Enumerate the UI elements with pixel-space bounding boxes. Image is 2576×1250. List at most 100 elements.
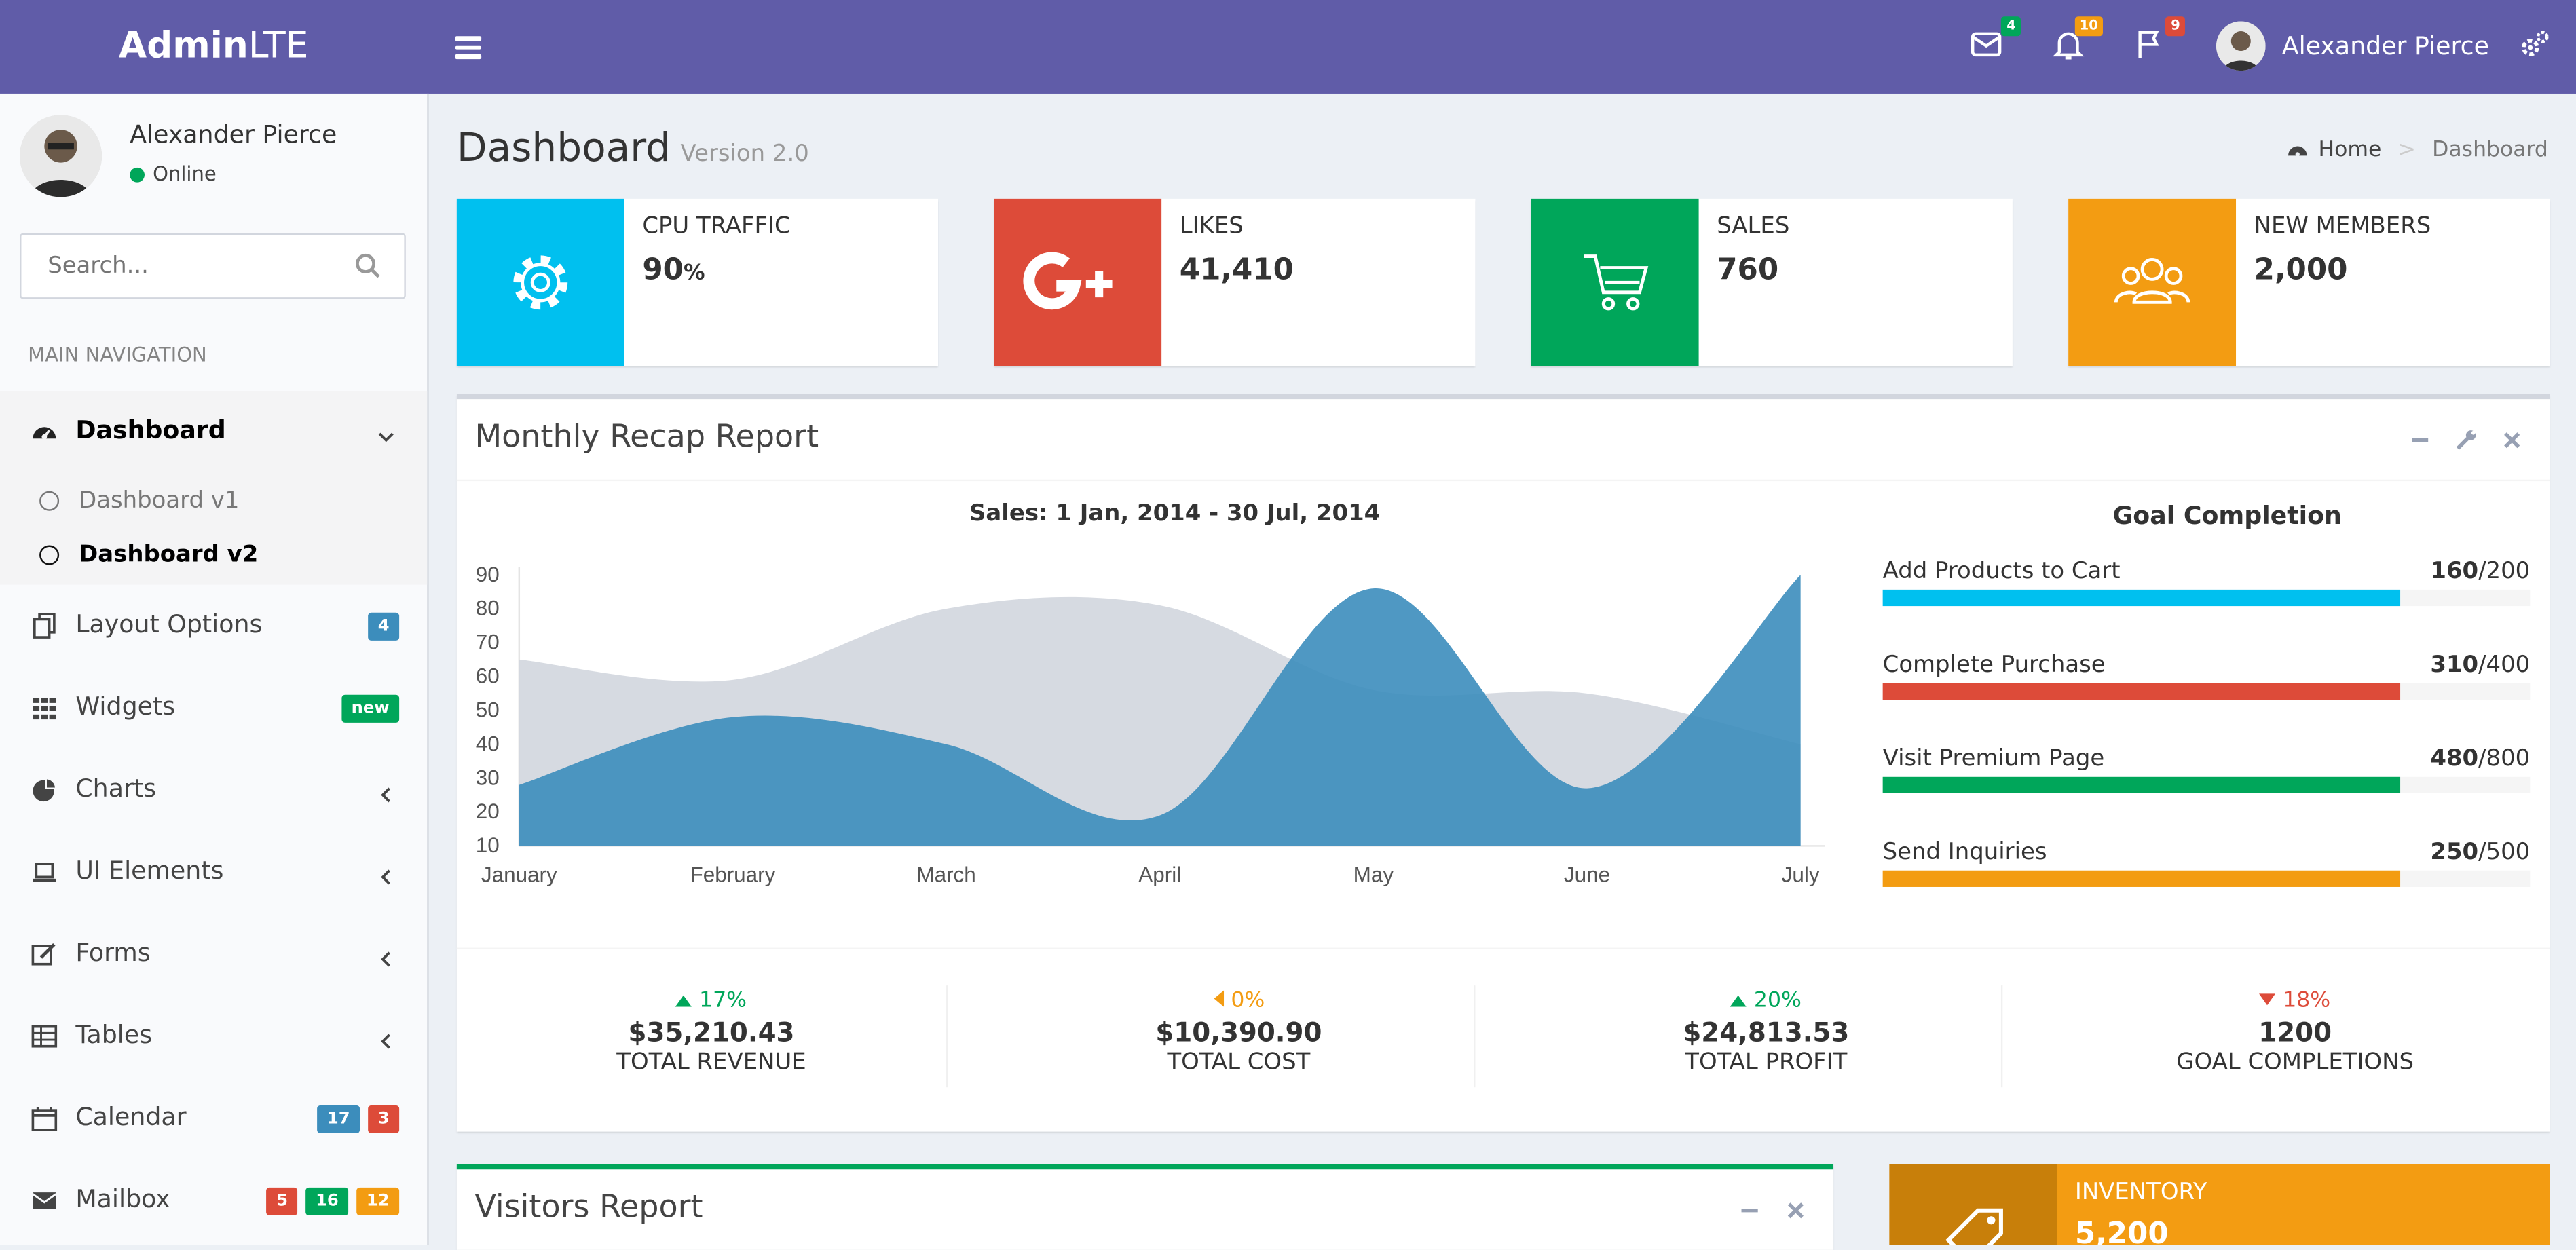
sidebar-toggle-icon[interactable] (455, 31, 482, 61)
sidebar-subitem-dashboard-v2[interactable]: Dashboard v2 (0, 529, 427, 583)
percentage: 17% (531, 989, 892, 1013)
caret-left-icon (1212, 989, 1225, 1013)
sidebar-item-dashboard[interactable]: Dashboard (0, 391, 428, 585)
table-icon (31, 1023, 58, 1050)
caret-up-icon (1730, 989, 1747, 1013)
user-name: Alexander Pierce (2281, 31, 2489, 61)
caret-down-icon (2260, 989, 2277, 1013)
avatar (2216, 21, 2266, 71)
description-block: 18% 1200 GOAL COMPLETIONS (2114, 989, 2476, 1076)
y-tick-label: 80 (476, 596, 500, 620)
sidebar-item-tables[interactable]: Tables (0, 996, 427, 1078)
close-button[interactable] (2501, 427, 2524, 450)
layout-options-badge: 4 (368, 612, 400, 641)
sales-area-chart: 10 20 30 40 50 60 70 80 90 January February March Ap… (476, 563, 1825, 887)
progress-fill (1882, 683, 2401, 700)
goal-completion-title: Goal Completion (2112, 501, 2342, 531)
x-tick-label: January (481, 863, 557, 887)
y-tick-label: 70 (476, 630, 500, 654)
breadcrumb-home[interactable]: Home (2318, 138, 2382, 163)
stat-value: $10,390.90 (1155, 1017, 1322, 1048)
info-box-title: NEW MEMBERS (2254, 213, 2431, 240)
sidebar-item-widgets[interactable]: Widgets new (0, 667, 427, 749)
y-tick-label: 50 (476, 698, 500, 721)
y-tick-label: 30 (476, 765, 500, 789)
goal-value: 310/400 (2430, 651, 2531, 679)
page-version: Version 2.0 (680, 141, 809, 168)
user-panel: Alexander Pierce Online (20, 115, 414, 200)
box-title: Visitors Report (474, 1189, 703, 1226)
stat-value: 1200 (2258, 1017, 2332, 1048)
info-box-title: LIKES (1179, 213, 1244, 240)
caret-up-icon (675, 989, 693, 1013)
control-sidebar-button[interactable] (2517, 28, 2553, 71)
circle-icon (39, 491, 60, 511)
info-box-title: CPU TRAFFIC (642, 213, 791, 240)
dashboard-icon (2288, 146, 2307, 157)
sidebar-item-charts[interactable]: Charts (0, 749, 427, 831)
sidebar-item-ui-elements[interactable]: UI Elements (0, 831, 427, 913)
breadcrumb: Home > Dashboard (2287, 138, 2548, 163)
chevron-left-icon (378, 863, 394, 892)
messages-button[interactable]: 4 (1968, 16, 2021, 66)
info-box-cpu-traffic: CPU TRAFFIC 90% (456, 198, 938, 366)
goal-label: Complete Purchase (1882, 651, 2106, 679)
edit-icon (31, 941, 58, 968)
progress-bar (1882, 776, 2531, 794)
minimize-button[interactable] (1738, 1197, 1761, 1220)
calendar-badge-red: 3 (368, 1105, 400, 1134)
chart-title: Sales: 1 Jan, 2014 - 30 Jul, 2014 (969, 501, 1381, 527)
close-button[interactable] (1784, 1197, 1807, 1220)
chevron-down-icon (378, 422, 394, 452)
messages-badge: 4 (2001, 16, 2021, 37)
calendar-icon (31, 1105, 58, 1132)
percentage: 0% (1058, 989, 1419, 1013)
y-tick-label: 90 (476, 563, 500, 586)
files-icon (31, 613, 58, 639)
progress-fill (1882, 776, 2401, 794)
info-box-title: SALES (1717, 213, 1790, 240)
tag-icon (1889, 1164, 2057, 1245)
info-box-value: 760 (1717, 252, 1779, 288)
y-tick-label: 40 (476, 732, 500, 755)
mailbox-badge-orange: 12 (356, 1187, 400, 1216)
goal-value: 480/800 (2430, 745, 2531, 772)
description-block: 0% $10,390.90 TOTAL COST (1058, 989, 1419, 1076)
search-input[interactable] (44, 251, 347, 281)
y-tick-label: 20 (476, 799, 500, 823)
tasks-badge: 9 (2165, 16, 2185, 37)
sidebar-item-mailbox[interactable]: Mailbox 5 16 12 (0, 1160, 427, 1242)
user-status: Online (130, 163, 217, 185)
google-plus-icon (994, 198, 1162, 366)
notifications-button[interactable]: 10 (2051, 16, 2103, 66)
info-box-title: INVENTORY (2074, 1179, 2207, 1206)
box-title: Monthly Recap Report (474, 419, 819, 455)
user-menu[interactable]: Alexander Pierce (2216, 21, 2489, 71)
sidebar-item-layout-options[interactable]: Layout Options 4 (0, 585, 427, 667)
pie-chart-icon (31, 777, 58, 803)
sidebar-item-forms[interactable]: Forms (0, 913, 427, 996)
user-avatar (20, 115, 102, 197)
search-icon[interactable] (355, 253, 381, 286)
x-tick-label: June (1564, 863, 1610, 887)
info-box-inventory: INVENTORY 5,200 (1889, 1164, 2550, 1245)
stat-label: TOTAL REVENUE (616, 1049, 806, 1076)
info-box-value: 2,000 (2254, 252, 2348, 288)
minimize-button[interactable] (2408, 427, 2431, 450)
top-navbar: AdminLTE 4 10 9 Alexander Pierce (0, 0, 2576, 94)
goal-label: Visit Premium Page (1882, 745, 2105, 772)
sidebar-subitem-dashboard-v1[interactable]: Dashboard v1 (0, 474, 427, 529)
mailbox-badge-red: 5 (266, 1187, 298, 1216)
sidebar-item-calendar[interactable]: Calendar 17 3 (0, 1078, 427, 1160)
wrench-icon[interactable] (2454, 427, 2478, 450)
info-box-sales: SALES 760 (1531, 198, 2013, 366)
description-block: 17% $35,210.43 TOTAL REVENUE (531, 989, 892, 1076)
x-tick-label: July (1782, 863, 1820, 887)
progress-bar (1882, 589, 2531, 607)
info-box-new-members: NEW MEMBERS 2,000 (2068, 198, 2550, 366)
logo[interactable]: AdminLTE (118, 26, 309, 68)
tasks-button[interactable]: 9 (2133, 16, 2185, 66)
info-box-value: 5,200 (2074, 1217, 2169, 1245)
calendar-badge-blue: 17 (317, 1105, 360, 1134)
breadcrumb-current: Dashboard (2432, 138, 2548, 163)
